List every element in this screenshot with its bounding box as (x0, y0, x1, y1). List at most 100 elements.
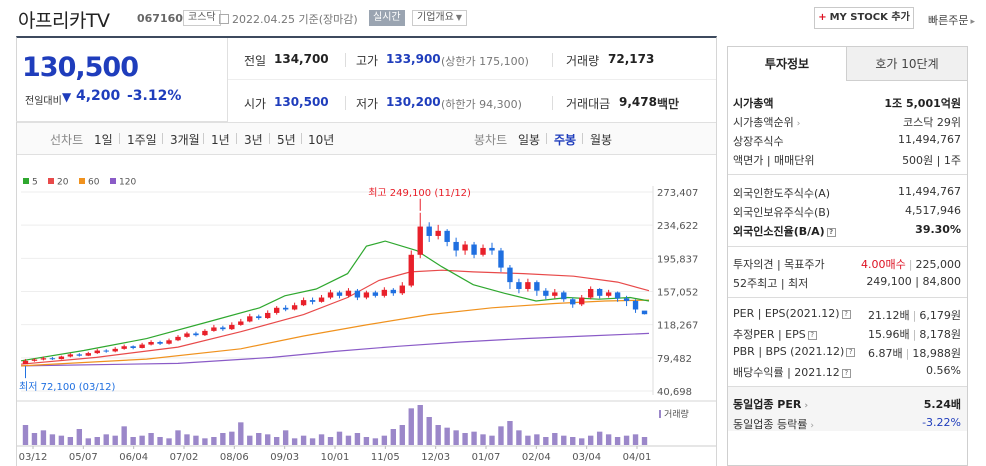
candle-body (49, 358, 56, 360)
est-eps-value: 8,178원 (919, 328, 961, 341)
legend-swatch-20 (48, 178, 54, 184)
price-chart[interactable]: 5 20 60 120 273,407 234,622 195,837 157,052 118… (17, 170, 716, 466)
volume-bar (381, 435, 388, 445)
quick-order-link[interactable]: 빠른주문 ▸ (928, 12, 975, 28)
volume-bar (435, 425, 441, 445)
candle-body (291, 305, 298, 310)
market-cap-label: 시가총액 (733, 97, 774, 110)
divider (728, 246, 967, 247)
volume-bar (157, 437, 163, 445)
candle-body (265, 312, 271, 319)
candle-body (22, 360, 29, 365)
help-icon[interactable]: ? (846, 347, 856, 357)
candle-body (372, 292, 379, 296)
x-tick-label: 05/07 (69, 452, 98, 463)
candle-body (552, 292, 558, 296)
candle-monthly[interactable]: 월봉 (590, 133, 613, 147)
period-3m[interactable]: 3개월 (170, 133, 200, 147)
help-icon[interactable]: ? (826, 227, 836, 237)
volume-bar (58, 435, 65, 445)
help-icon[interactable]: ? (807, 330, 817, 340)
volume-bar (49, 434, 56, 445)
sector-per-label[interactable]: 동일업종 PER › (733, 396, 808, 412)
moving-average-lines (20, 240, 650, 367)
realtime-button[interactable]: 실시간 (369, 10, 405, 26)
y-tick-label: 157,052 (657, 288, 698, 299)
change-label: 전일대비 (25, 96, 62, 107)
amount-label: 거래대금 (566, 97, 611, 111)
current-price: 130,500 (22, 52, 139, 83)
tab-orderbook-10[interactable]: 호가 10단계 (846, 47, 967, 81)
help-icon[interactable]: ? (841, 309, 851, 319)
volume-bar (525, 435, 531, 445)
volume-label: 거래량 (566, 54, 600, 68)
volume-bar (94, 437, 100, 445)
candle-body (525, 282, 531, 289)
candle-body (184, 333, 190, 337)
change-percent: -3.12% (127, 88, 182, 104)
divider (203, 133, 204, 144)
period-3y[interactable]: 3년 (244, 133, 263, 147)
add-mystock-button[interactable]: + MY STOCK 추가 (814, 7, 914, 29)
tab-investment-info[interactable]: 투자정보 (728, 47, 846, 81)
volume-bar (345, 435, 352, 445)
legend-swatch-60 (79, 178, 85, 184)
listed-shares-value: 11,494,767 (898, 133, 961, 146)
period-1w[interactable]: 1주일 (127, 133, 157, 147)
divider (345, 53, 346, 67)
period-10y[interactable]: 10년 (308, 133, 335, 147)
dividend-label: 배당수익률 | 2021.12? (733, 364, 851, 380)
candle-body (632, 300, 639, 310)
x-tick-label: 03/12 (19, 452, 48, 463)
help-icon[interactable]: ? (841, 368, 851, 378)
volume-bar (399, 425, 405, 445)
candle-body (202, 330, 208, 336)
candle-body (381, 289, 388, 296)
lower-limit: (하한가 94,300) (441, 98, 522, 111)
company-overview-dropdown[interactable]: 기업개요 ▼ (412, 10, 467, 26)
x-tick-label: 02/04 (522, 452, 551, 463)
change-value: 4,200 (76, 88, 121, 104)
candle-body (426, 226, 432, 236)
sector-per-value: 5.24배 (923, 398, 961, 411)
pbr-bps-text: PBR | BPS (2021.12) (733, 345, 845, 358)
candle-body (534, 282, 540, 291)
base-date-text: 2022.04.25 기준(장마감) (232, 13, 358, 26)
volume-bar (462, 433, 468, 445)
candle-chart-tab[interactable]: 봉차트 (474, 133, 508, 147)
company-overview-label: 기업개요 (417, 12, 454, 23)
divider (236, 133, 237, 144)
candle-body (507, 267, 513, 283)
volume-bar (112, 435, 118, 445)
volume-bar (300, 435, 307, 445)
market-cap-rank-label[interactable]: 시가총액순위 › (733, 114, 800, 130)
sector-change-label[interactable]: 동일업종 등락률 › (733, 416, 814, 432)
candle-body (247, 316, 253, 322)
volume-bar (175, 430, 181, 445)
period-1d[interactable]: 1일 (94, 133, 113, 147)
volume-bar (453, 430, 459, 445)
volume-bar (85, 438, 91, 445)
par-value-label: 액면가 | 매매단위 (733, 154, 815, 167)
listed-shares-label: 상장주식수 (733, 135, 784, 148)
volume-bar (444, 427, 450, 445)
candle-daily[interactable]: 일봉 (518, 133, 541, 147)
candle-body (85, 353, 91, 356)
volume-bar (282, 430, 289, 445)
legend-label-60: 60 (88, 178, 100, 188)
legend-label-120: 120 (119, 178, 136, 188)
period-1y[interactable]: 1년 (211, 133, 230, 147)
divider (582, 133, 583, 144)
candle-weekly[interactable]: 주봉 (554, 133, 577, 147)
volume-bar (220, 433, 226, 445)
amount-value: 9,478 (619, 95, 657, 109)
volume-bar (426, 417, 432, 445)
period-5y[interactable]: 5년 (277, 133, 296, 147)
volume-bar (148, 433, 154, 445)
low-label: 저가 (356, 97, 379, 111)
candle-body (399, 285, 405, 294)
sector-per-text: 동일업종 PER (733, 398, 802, 411)
line-chart-tab[interactable]: 선차트 (50, 133, 84, 147)
high-annotation: 최고 249,100 (11/12) (368, 187, 471, 199)
candle-body (489, 247, 495, 251)
